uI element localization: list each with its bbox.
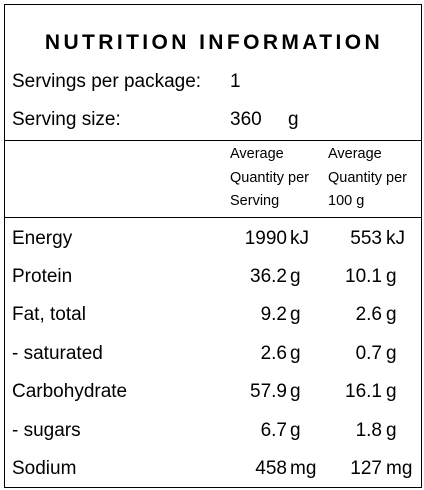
per-serving-unit: kJ xyxy=(290,228,309,249)
per-serving-value: 9.2 xyxy=(260,304,287,325)
nutrient-name: Fat, total xyxy=(12,304,86,325)
per-100g-value: 1.8 xyxy=(355,420,382,441)
per-serving-unit: g xyxy=(290,266,301,287)
panel-title: NUTRITION INFORMATION xyxy=(44,31,384,54)
per-serving-unit: g xyxy=(290,381,301,402)
per-100g-value: 2.6 xyxy=(355,304,382,325)
servings-label: Servings per package: xyxy=(12,71,202,92)
serving-size-label: Serving size: xyxy=(12,109,121,130)
header-divider xyxy=(5,140,421,141)
nutrient-name: Protein xyxy=(12,266,73,287)
column-header-line: Serving xyxy=(230,193,280,209)
nutrient-name: Energy xyxy=(12,228,73,249)
per-100g-value: 10.1 xyxy=(345,266,382,287)
per-serving-unit: g xyxy=(290,304,301,325)
per-serving-value: 57.9 xyxy=(250,381,287,402)
per-100g-value: 0.7 xyxy=(355,343,382,364)
per-100g-value: 16.1 xyxy=(345,381,382,402)
per-100g-unit: mg xyxy=(386,458,413,479)
per-serving-value: 36.2 xyxy=(250,266,287,287)
per-serving-unit: g xyxy=(290,343,301,364)
per-serving-unit: g xyxy=(290,420,301,441)
per-100g-unit: g xyxy=(386,420,397,441)
column-header-line: Average xyxy=(328,146,382,162)
per-serving-unit: mg xyxy=(290,458,317,479)
nutrition-panel: NUTRITION INFORMATION Servings per packa… xyxy=(4,4,422,488)
per-100g-value: 127 xyxy=(350,458,382,479)
nutrient-name: Carbohydrate xyxy=(12,381,128,402)
per-100g-unit: g xyxy=(386,381,397,402)
nutrient-name: - sugars xyxy=(12,420,81,441)
column-header-per-serving: Average Quantity per Serving xyxy=(230,143,309,214)
column-header-line: Average xyxy=(230,146,284,162)
per-serving-value: 6.7 xyxy=(260,420,287,441)
per-100g-unit: g xyxy=(386,343,397,364)
per-100g-unit: g xyxy=(386,304,397,325)
per-100g-unit: g xyxy=(386,266,397,287)
nutrient-name: Sodium xyxy=(12,458,77,479)
per-serving-value: 458 xyxy=(255,458,287,479)
column-header-per-100g: Average Quantity per 100 g xyxy=(328,143,407,214)
nutrient-name: - saturated xyxy=(12,343,103,364)
per-100g-value: 553 xyxy=(350,228,382,249)
per-serving-value: 2.6 xyxy=(260,343,287,364)
serving-size-unit: g xyxy=(288,109,299,130)
per-serving-value: 1990 xyxy=(244,228,287,249)
serving-size-value: 360 xyxy=(230,109,262,130)
column-header-line: Quantity per xyxy=(230,169,309,186)
per-100g-unit: kJ xyxy=(386,228,405,249)
servings-value: 1 xyxy=(230,71,241,92)
table-divider xyxy=(5,217,421,218)
column-header-line: Quantity per xyxy=(328,169,407,186)
column-header-line: 100 g xyxy=(328,193,365,209)
